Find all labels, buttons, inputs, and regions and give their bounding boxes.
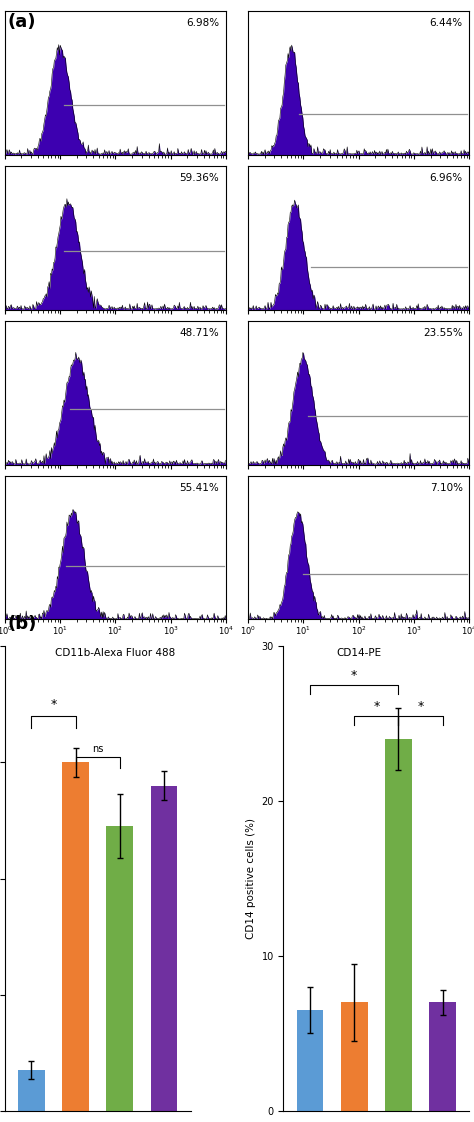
Bar — [18, 1070, 45, 1111]
Text: (b): (b) — [7, 615, 36, 633]
Text: 48.71%: 48.71% — [180, 329, 219, 338]
Text: CD11b-Alexa Fluor 488: CD11b-Alexa Fluor 488 — [55, 647, 175, 657]
Text: 6.44%: 6.44% — [429, 18, 463, 28]
Bar — [341, 1002, 367, 1111]
Text: *: * — [351, 669, 357, 682]
Text: ns: ns — [92, 744, 103, 754]
Bar — [297, 1010, 323, 1111]
Text: *: * — [373, 700, 380, 712]
Text: 59.36%: 59.36% — [180, 173, 219, 183]
Text: 6.98%: 6.98% — [186, 18, 219, 28]
Bar — [429, 1002, 456, 1111]
Y-axis label: CD14 positive cells (%): CD14 positive cells (%) — [246, 818, 256, 939]
Text: CD14-PE: CD14-PE — [336, 647, 381, 657]
Text: 6.96%: 6.96% — [429, 173, 463, 183]
Text: (a): (a) — [7, 13, 36, 31]
Text: 55.41%: 55.41% — [180, 484, 219, 494]
Text: 23.55%: 23.55% — [423, 329, 463, 338]
Text: 7.10%: 7.10% — [429, 484, 463, 494]
Bar — [107, 826, 133, 1111]
Bar — [62, 763, 89, 1111]
Bar — [151, 785, 177, 1111]
Text: *: * — [418, 700, 424, 712]
Text: *: * — [50, 698, 56, 711]
Bar — [385, 739, 412, 1111]
